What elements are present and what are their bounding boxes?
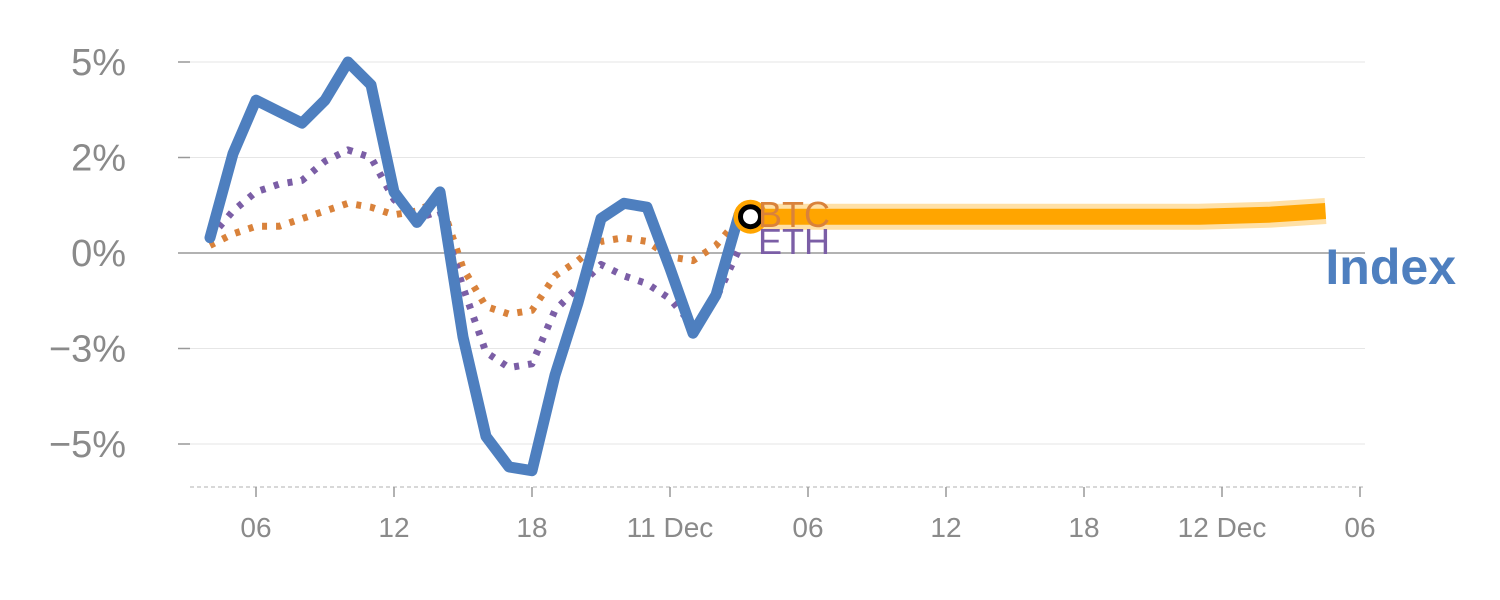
y-tick-label: −3% bbox=[49, 329, 126, 371]
x-tick-label: 06 bbox=[240, 512, 271, 543]
current-marker bbox=[738, 204, 763, 230]
y-tick-label: 0% bbox=[71, 233, 126, 275]
x-tick-label: 06 bbox=[1344, 512, 1375, 543]
x-tick-label: 12 bbox=[378, 512, 409, 543]
label-index: Index bbox=[1325, 239, 1456, 295]
series-line-eth bbox=[207, 146, 743, 372]
axes: 5% 2% 0% −3% −5% 06 12 18 11 Dec 06 12 18 12 Dec 06 bbox=[49, 42, 1376, 543]
y-tick-label: 2% bbox=[71, 138, 126, 180]
x-tick-label: 12 bbox=[930, 512, 961, 543]
x-tick-label: 06 bbox=[792, 512, 823, 543]
label-btc: BTC bbox=[758, 194, 830, 235]
series-line-index bbox=[204, 56, 745, 477]
x-tick-label: 11 Dec bbox=[627, 512, 714, 543]
series-line-btc bbox=[208, 196, 742, 318]
series-lines bbox=[204, 56, 1327, 477]
label-eth: ETH bbox=[758, 221, 830, 262]
projection-band bbox=[750, 203, 1327, 225]
x-tick-label: 18 bbox=[1068, 512, 1099, 543]
y-tick-label: 5% bbox=[71, 42, 126, 84]
y-tick-label: −5% bbox=[49, 424, 126, 466]
x-tick-label: 18 bbox=[516, 512, 547, 543]
x-tick-label: 12 Dec bbox=[1178, 512, 1267, 543]
